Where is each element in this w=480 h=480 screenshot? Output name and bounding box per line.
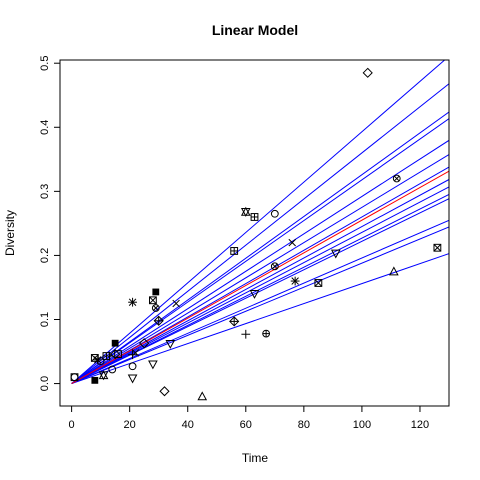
data-point-15-asterisk [128, 298, 137, 307]
x-tick-label-3: 60 [240, 419, 252, 431]
y-tick-label-0: 0.0 [39, 376, 51, 391]
y-tick-label-3: 0.3 [39, 184, 51, 199]
data-point-37-circle-cross [263, 330, 270, 337]
y-tick-label-2: 0.2 [39, 248, 51, 263]
x-tick-label-2: 40 [182, 419, 194, 431]
x-tick-label-5: 100 [353, 419, 371, 431]
y-tick-label-4: 0.4 [39, 120, 51, 135]
y-axis-label: Diversity [3, 210, 17, 256]
data-point-23-filled-square [152, 289, 159, 296]
y-tick-label-5: 0.5 [39, 56, 51, 71]
chart-title: Linear Model [212, 22, 298, 38]
data-point-12-filled-square [112, 340, 119, 347]
x-tick-label-6: 120 [411, 419, 429, 431]
y-tick-label-1: 0.1 [39, 312, 51, 327]
x-tick-label-1: 20 [124, 419, 136, 431]
data-point-41-asterisk [291, 277, 300, 286]
x-tick-label-4: 80 [298, 419, 310, 431]
data-point-3-filled-square [91, 377, 98, 384]
x-tick-label-0: 0 [69, 419, 75, 431]
x-axis-label: Time [242, 451, 269, 465]
